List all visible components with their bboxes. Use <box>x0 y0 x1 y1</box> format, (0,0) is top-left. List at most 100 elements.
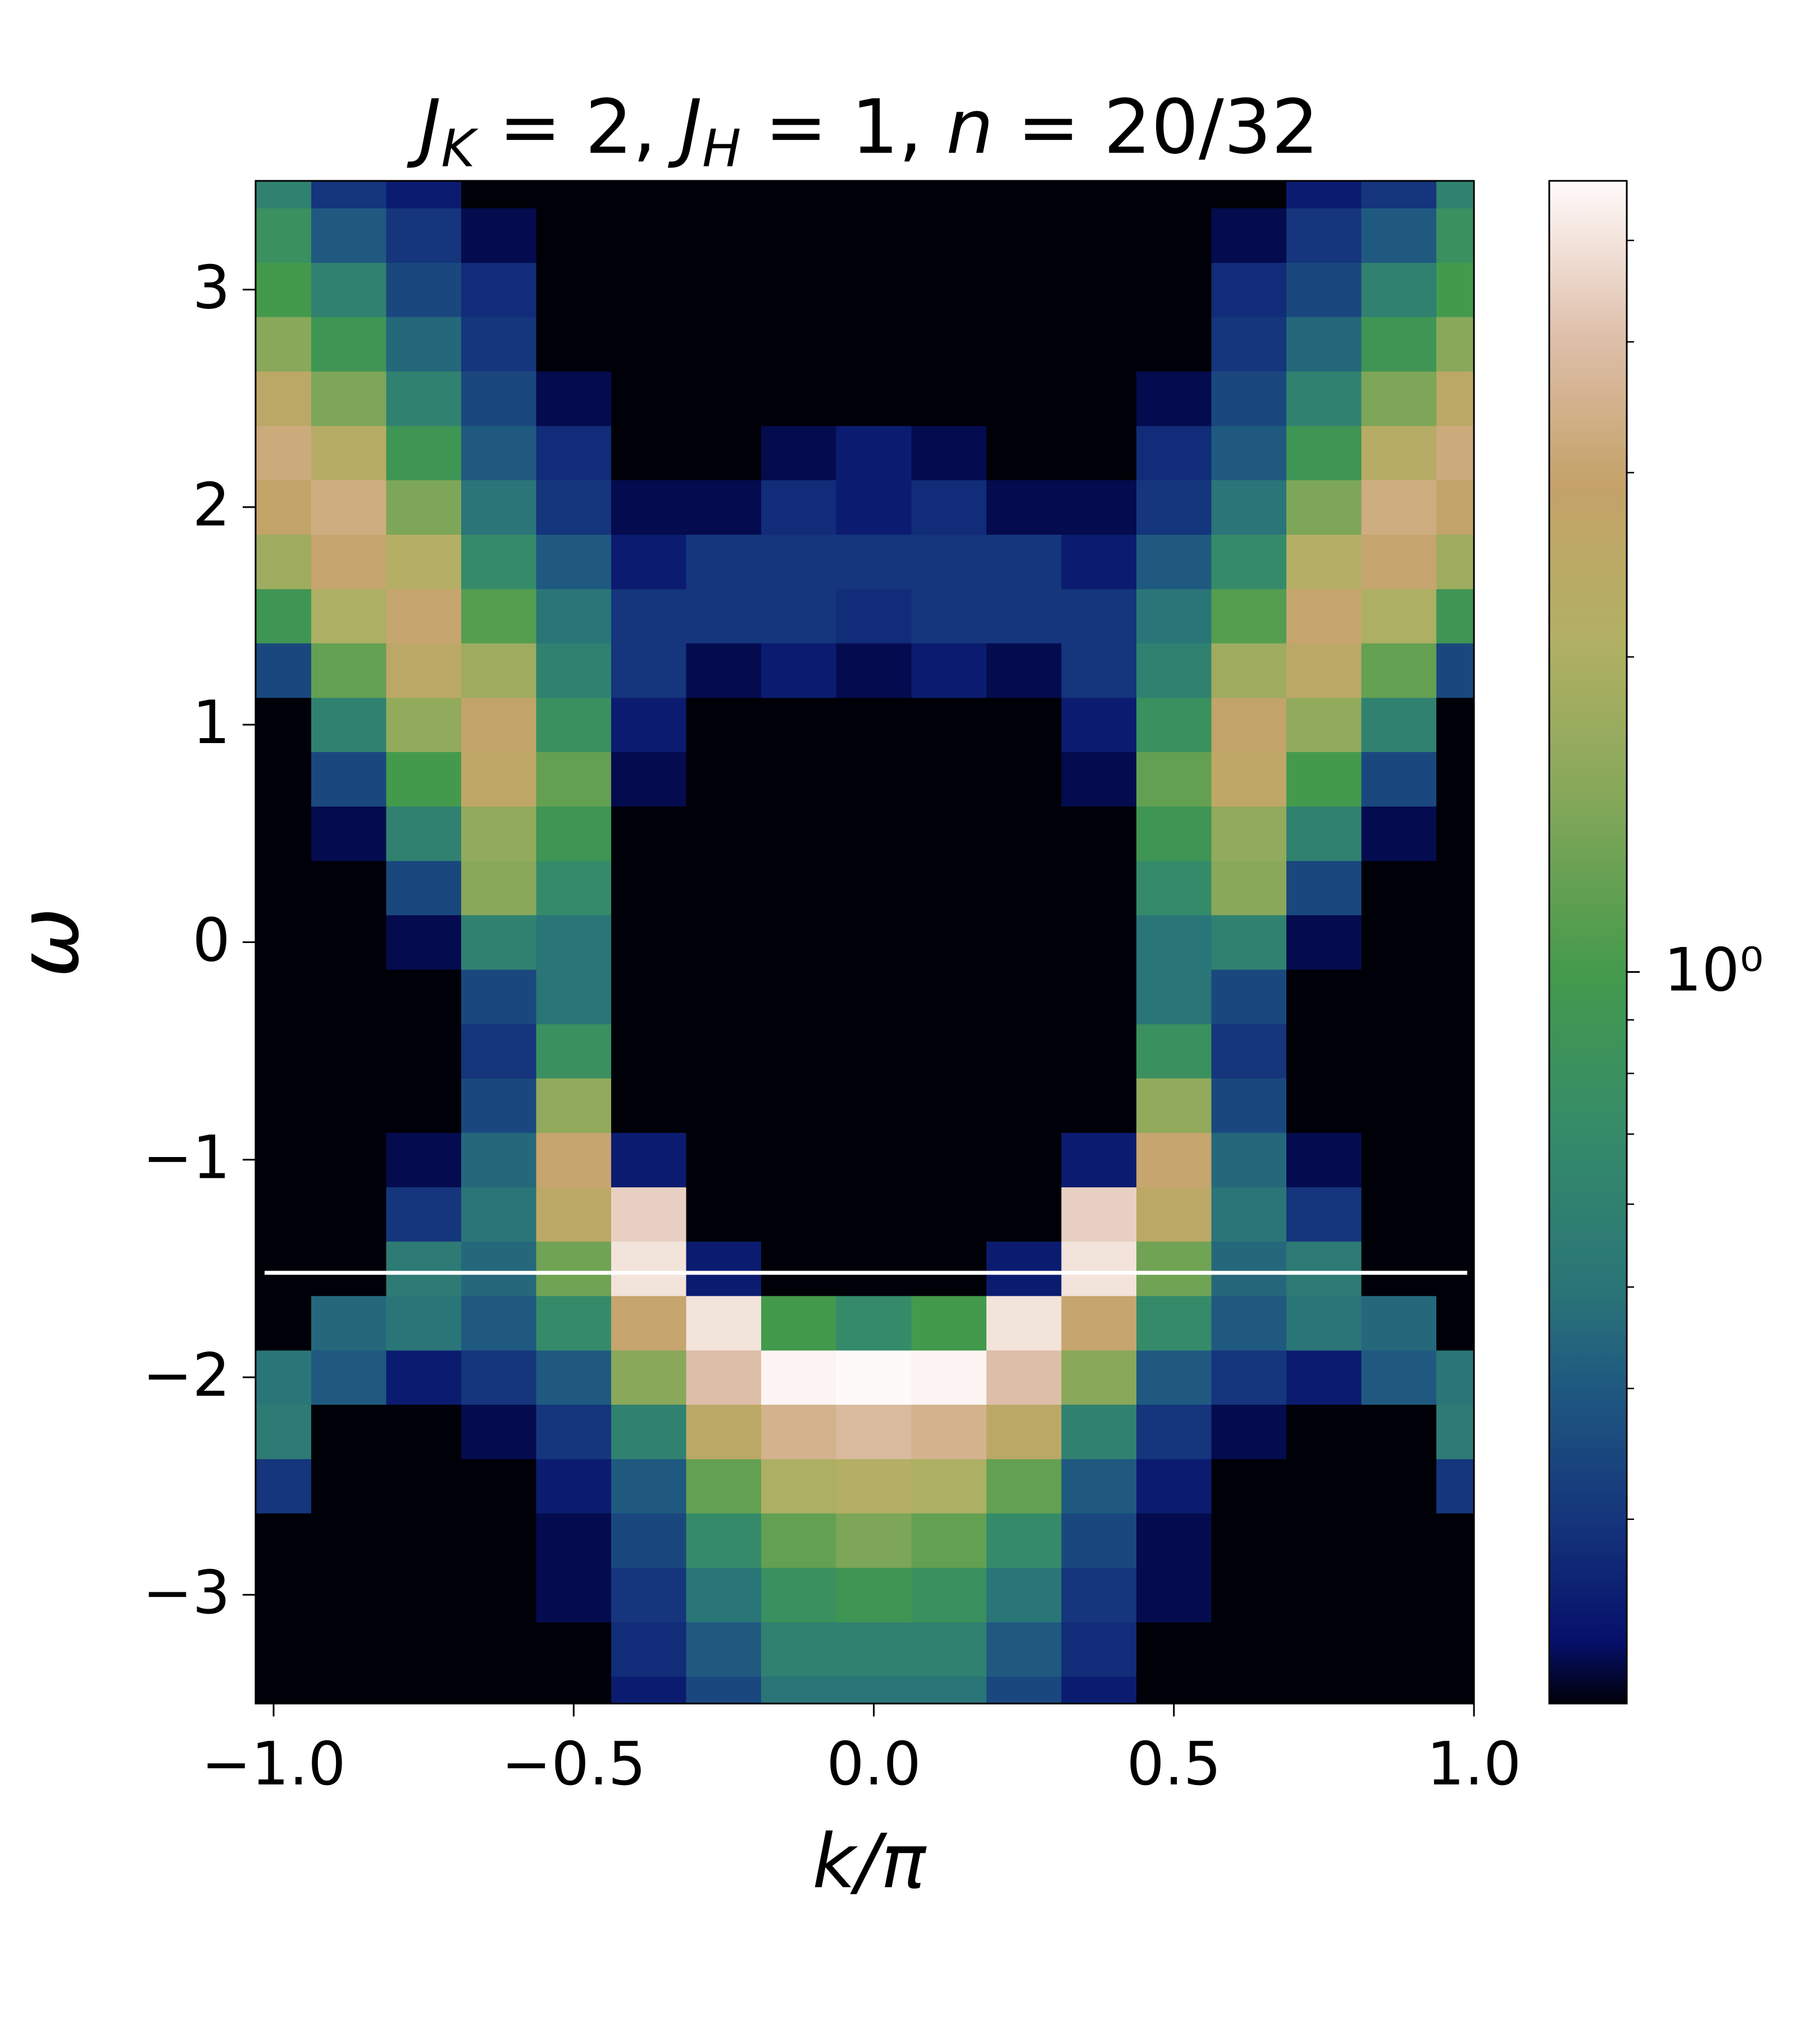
heatmap-cell <box>686 1350 762 1405</box>
heatmap-cell <box>911 643 987 698</box>
heatmap-cell <box>686 969 762 1024</box>
heatmap-cell <box>1286 1132 1362 1187</box>
heatmap-cell <box>761 262 837 317</box>
heatmap-cell <box>1136 589 1212 644</box>
heatmap-cell <box>611 969 687 1024</box>
heatmap-cell <box>1286 1078 1362 1133</box>
heatmap-cell <box>386 697 462 753</box>
heatmap-cell <box>536 317 612 372</box>
heatmap-cell <box>256 1078 312 1133</box>
heatmap-cell <box>1211 969 1287 1024</box>
heatmap-cell <box>461 1078 537 1133</box>
heatmap-cell <box>1436 534 1474 589</box>
heatmap-cell <box>611 1241 687 1296</box>
heatmap-cell <box>686 1241 762 1296</box>
heatmap-cell <box>761 534 837 589</box>
heatmap-cell <box>1211 534 1287 589</box>
heatmap-cell <box>836 1459 912 1514</box>
heatmap-cell <box>836 425 912 481</box>
heatmap-cell <box>1211 1350 1287 1405</box>
heatmap-cell <box>611 208 687 263</box>
heatmap-cell <box>256 371 312 426</box>
heatmap-cell <box>256 425 312 481</box>
heatmap-cell <box>611 1078 687 1133</box>
heatmap-cell <box>836 1622 912 1677</box>
heatmap-cell <box>911 1676 987 1704</box>
heatmap-cell <box>256 1295 312 1351</box>
heatmap-cell <box>1211 1567 1287 1623</box>
heatmap-cell <box>1136 1132 1212 1187</box>
heatmap-cell <box>311 1404 386 1459</box>
heatmap-cell <box>836 1078 912 1133</box>
heatmap-cell <box>311 1350 386 1405</box>
heatmap-cell <box>611 860 687 916</box>
heatmap-cell <box>986 1676 1062 1704</box>
heatmap-cell <box>686 1023 762 1079</box>
heatmap-cell <box>536 643 612 698</box>
heatmap-cell <box>536 1350 612 1405</box>
heatmap-cell <box>311 860 386 916</box>
heatmap-cell <box>256 317 312 372</box>
heatmap-cell <box>1061 1132 1137 1187</box>
heatmap-cell <box>536 752 612 807</box>
heatmap-cell <box>761 1404 837 1459</box>
heatmap-cell <box>311 1023 386 1079</box>
title-part: = 20/32 <box>994 84 1319 171</box>
heatmap-cell <box>1361 860 1437 916</box>
heatmap-cell <box>1286 1404 1362 1459</box>
heatmap-cell <box>1361 1622 1437 1677</box>
heatmap-cell <box>1361 262 1437 317</box>
heatmap-cell <box>1286 1513 1362 1568</box>
heatmap-cell <box>1361 208 1437 263</box>
heatmap-cell <box>686 806 762 861</box>
heatmap-cell <box>1361 534 1437 589</box>
heatmap-cell <box>1361 1023 1437 1079</box>
heatmap-cell <box>1061 969 1137 1024</box>
heatmap-cell <box>761 806 837 861</box>
title-part: K <box>441 119 479 179</box>
heatmap-cell <box>311 534 386 589</box>
heatmap-cell <box>686 1295 762 1351</box>
heatmap-cell <box>1136 317 1212 372</box>
heatmap-cell <box>1361 752 1437 807</box>
heatmap-cell <box>311 262 386 317</box>
heatmap-cell <box>836 208 912 263</box>
heatmap-cell <box>611 181 687 209</box>
heatmap-cell <box>686 1513 762 1568</box>
heatmap-cell <box>1061 915 1137 970</box>
heatmap-cell <box>611 697 687 753</box>
heatmap-cell <box>686 1404 762 1459</box>
heatmap-cell <box>1061 1241 1137 1296</box>
heatmap-cell <box>256 181 312 209</box>
heatmap-cell <box>686 697 762 753</box>
heatmap-cell <box>536 1567 612 1623</box>
heatmap-cell <box>536 534 612 589</box>
heatmap-cell <box>611 915 687 970</box>
heatmap-cell <box>461 181 537 209</box>
heatmap-cell <box>1286 262 1362 317</box>
heatmap-cell <box>1061 1078 1137 1133</box>
heatmap-cell <box>1136 697 1212 753</box>
heatmap-cell <box>256 697 312 753</box>
heatmap-cell <box>1136 1513 1212 1568</box>
heatmap-cell <box>986 1622 1062 1677</box>
heatmap-cell <box>1136 643 1212 698</box>
heatmap-cell <box>1211 1404 1287 1459</box>
heatmap-cell <box>256 1459 312 1514</box>
heatmap-cell <box>386 371 462 426</box>
heatmap-cell <box>386 1622 462 1677</box>
heatmap-cell <box>686 425 762 481</box>
heatmap-cell <box>256 969 312 1024</box>
heatmap-cell <box>536 860 612 916</box>
heatmap-cell <box>611 589 687 644</box>
heatmap-cell <box>1136 1350 1212 1405</box>
heatmap-cell <box>1361 1295 1437 1351</box>
heatmap-cell <box>1436 860 1474 916</box>
heatmap-cell <box>311 371 386 426</box>
heatmap-cell <box>611 1459 687 1514</box>
heatmap-cell <box>1061 1676 1137 1704</box>
heatmap-cell <box>311 697 386 753</box>
heatmap-cell <box>836 1513 912 1568</box>
heatmap-cell <box>1286 697 1362 753</box>
heatmap-cell <box>911 480 987 535</box>
